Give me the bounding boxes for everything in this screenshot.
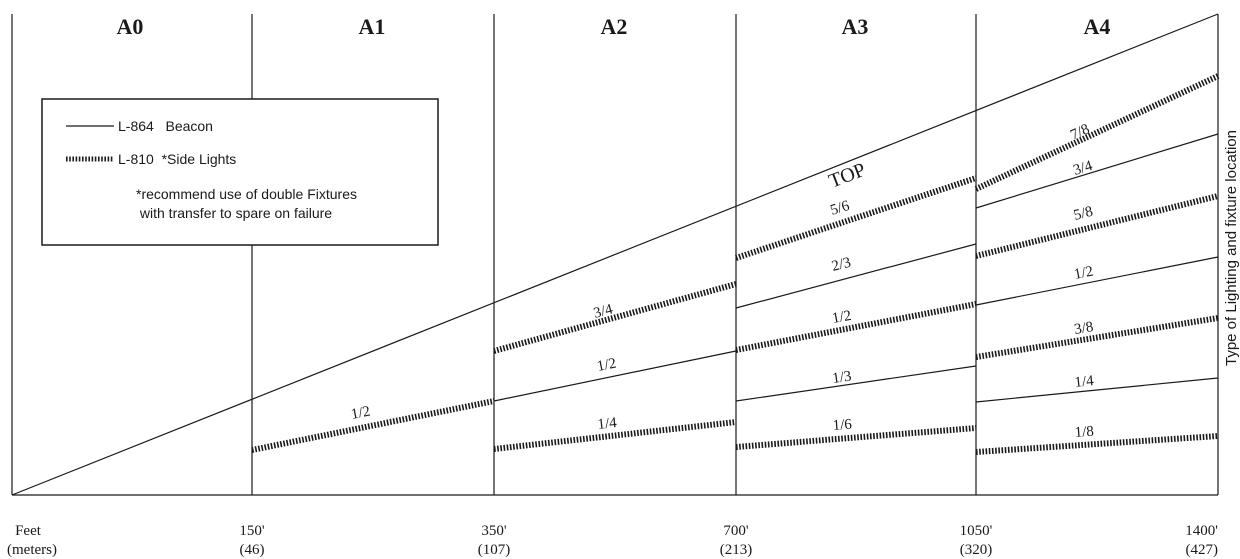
fixture-label-a2-3-4: 3/4 — [592, 301, 615, 322]
x-tick-feet-700: 700' — [723, 523, 749, 539]
fixture-label-a3-1-6: 1/6 — [832, 417, 853, 434]
top-beacon-line — [11, 13, 1219, 496]
side-light-a4-5-8 — [975, 193, 1219, 259]
fixture-label-a4-3-8: 3/8 — [1073, 319, 1094, 338]
beacon-a3-2-3 — [735, 243, 977, 309]
fixture-label-a4-1-8: 1/8 — [1074, 424, 1094, 441]
beacon-lines — [493, 133, 1219, 403]
side-light-a3-1-2 — [735, 301, 977, 353]
side-light-a2-3-4 — [493, 281, 737, 354]
x-tick-meters-46: (46) — [240, 542, 265, 558]
x-tick-meters-320: (320) — [960, 542, 993, 558]
fixture-label-a3-2-3: 2/3 — [830, 255, 852, 275]
x-tick-meters-213: (213) — [720, 542, 753, 558]
fixture-label-a4-1-4: 1/4 — [1074, 373, 1095, 391]
fixture-label-a3-1-3: 1/3 — [831, 368, 852, 387]
legend-side-lights-label: L-810 *Side Lights — [118, 151, 236, 167]
beacon-a4-3-4 — [975, 133, 1219, 209]
side-light-a3-5-6 — [735, 175, 977, 261]
fixture-label-a2-1-4: 1/4 — [597, 415, 618, 433]
side-light-lines — [251, 73, 1220, 455]
legend-note-line2: with transfer to spare on failure — [136, 205, 332, 221]
x-tick-meters-107: (107) — [478, 542, 511, 558]
side-light-a4-3-8 — [975, 315, 1219, 360]
legend-note-line1: *recommend use of double Fixtures — [136, 186, 357, 202]
x-tick-feet-350: 350' — [481, 523, 507, 539]
zone-label-a1: A1 — [359, 14, 386, 39]
x-axis-labels: Feet (meters) 150' (46) 350' (107) 700' … — [7, 523, 1218, 558]
top-label: TOP — [826, 159, 869, 193]
fixture-label-a3-1-2: 1/2 — [831, 308, 853, 327]
side-light-a2-1-4 — [493, 419, 737, 452]
x-axis-unit-meters: (meters) — [7, 542, 57, 558]
zone-label-a0: A0 — [117, 14, 144, 39]
x-tick-feet-1400: 1400' — [1185, 523, 1218, 539]
x-tick-feet-1050: 1050' — [960, 523, 993, 539]
fixture-label-a3-5-6: 5/6 — [828, 198, 851, 219]
x-axis-unit-feet: Feet — [15, 523, 42, 539]
legend: L-864 Beacon L-810 *Side Lights *recomme… — [41, 98, 439, 246]
zone-label-a3: A3 — [842, 14, 869, 39]
fixture-label-a4-5-8: 5/8 — [1072, 204, 1094, 224]
right-axis-label: Type of Lighting and fixture location — [1223, 130, 1240, 366]
beacon-a4-1-2 — [975, 256, 1219, 306]
fixture-label-a4-3-4: 3/4 — [1071, 158, 1094, 179]
beacon-a2-1-2 — [493, 350, 737, 402]
fixture-label-a1-1-2: 1/2 — [350, 404, 372, 423]
side-light-a4-1-8 — [975, 433, 1219, 455]
beacon-a3-1-3 — [735, 365, 977, 402]
fixture-label-a2-1-2: 1/2 — [596, 356, 618, 375]
side-light-a3-1-6 — [735, 425, 977, 450]
x-tick-meters-427: (427) — [1186, 542, 1219, 558]
side-light-a4-7-8 — [974, 73, 1220, 192]
side-light-a1-1-2 — [251, 398, 495, 453]
x-tick-feet-150: 150' — [239, 523, 265, 539]
legend-box — [41, 98, 439, 246]
zone-label-a4: A4 — [1084, 14, 1111, 39]
fixture-labels: 1/2 3/4 1/2 1/4 5/6 2/3 1/2 1/3 1/6 7/8 … — [350, 121, 1095, 441]
fixture-label-a4-7-8: 7/8 — [1068, 121, 1092, 143]
legend-beacon-label: L-864 Beacon — [118, 118, 213, 134]
zone-label-a2: A2 — [601, 14, 628, 39]
beacon-a4-1-4 — [975, 377, 1219, 403]
fixture-label-a4-1-2: 1/2 — [1073, 264, 1095, 283]
